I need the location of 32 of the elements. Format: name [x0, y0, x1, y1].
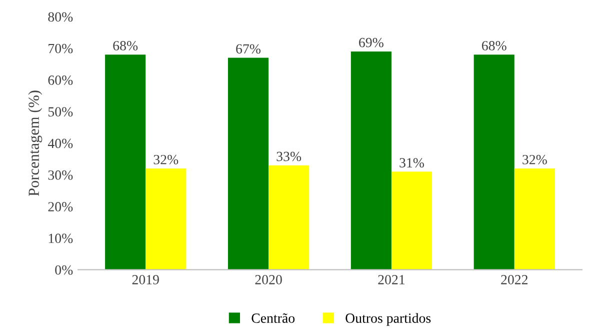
y-tick-label: 80%: [48, 12, 73, 22]
y-tick-label: 0%: [55, 265, 73, 275]
y-tick-label: 60%: [48, 76, 73, 85]
data-label: 32%: [154, 154, 178, 164]
x-tick-label: 2021: [378, 274, 405, 284]
data-label: 33%: [276, 152, 302, 162]
data-label: 32%: [522, 154, 547, 164]
y-tick-label: 10%: [48, 234, 73, 244]
legend-label: Outros partidos: [346, 313, 431, 326]
bar: [146, 168, 186, 270]
data-label: 31%: [400, 158, 424, 168]
data-label: 68%: [482, 41, 506, 50]
y-tick-label: 20%: [48, 202, 73, 212]
x-tick-label: 2020: [255, 274, 282, 284]
y-tick-label: 70%: [48, 44, 73, 54]
bar: [268, 165, 310, 270]
bar: [105, 54, 146, 270]
x-tick-label: 2019: [132, 274, 159, 284]
y-tick-label: 40%: [48, 138, 73, 148]
data-label: 68%: [113, 41, 138, 50]
y-axis-title: Porcentagem (%): [28, 90, 42, 196]
bar: [514, 168, 555, 270]
bar: [350, 51, 392, 270]
bar: [474, 54, 514, 270]
bar: [228, 58, 269, 270]
data-label: 67%: [236, 44, 261, 54]
y-tick-label: 50%: [48, 107, 73, 117]
bar: [391, 172, 432, 270]
y-tick-label: 30%: [48, 170, 73, 180]
x-tick-label: 2022: [501, 274, 528, 284]
legend-label: Centrão: [252, 313, 295, 323]
data-label: 69%: [359, 38, 384, 48]
